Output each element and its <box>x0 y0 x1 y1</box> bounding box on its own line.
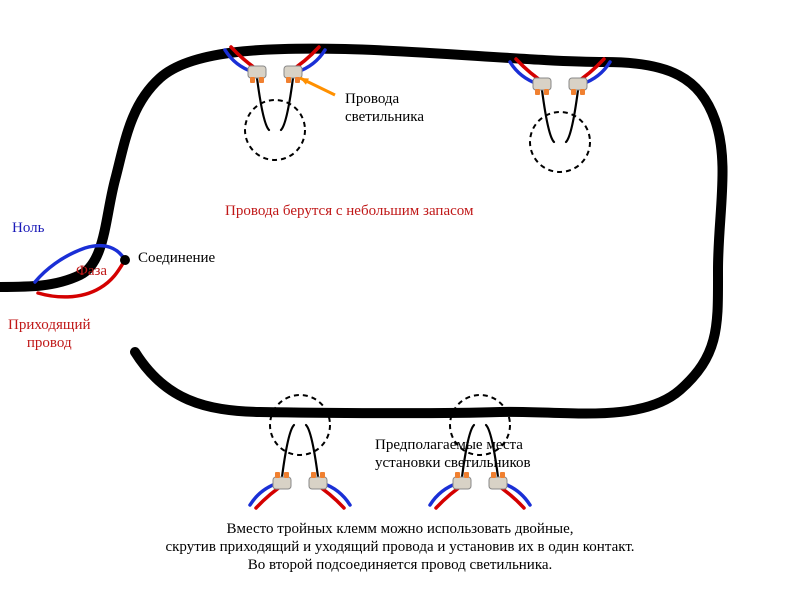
lamp-wires-label: Провода светильника <box>345 90 424 126</box>
connection-label: Соединение <box>138 249 215 267</box>
incoming-wire-label: Приходящий провод <box>8 316 91 352</box>
lamp-location-circle <box>270 395 330 455</box>
lamp-junction <box>510 59 610 172</box>
lamp-location-circle <box>530 112 590 172</box>
lamp-junction <box>225 47 325 160</box>
neutral-label: Ноль <box>12 219 44 237</box>
slack-note-label: Провода берутся с небольшим запасом <box>225 202 473 220</box>
lamp-wire <box>257 78 269 130</box>
footer-note: Вместо тройных клемм можно использовать … <box>0 520 800 574</box>
phase-label: Фаза <box>76 262 107 280</box>
install-places-label: Предполагаемые места установки светильни… <box>375 436 531 472</box>
lamp-wire <box>542 90 554 142</box>
lamp-location-circle <box>245 100 305 160</box>
connection-dot <box>120 255 130 265</box>
